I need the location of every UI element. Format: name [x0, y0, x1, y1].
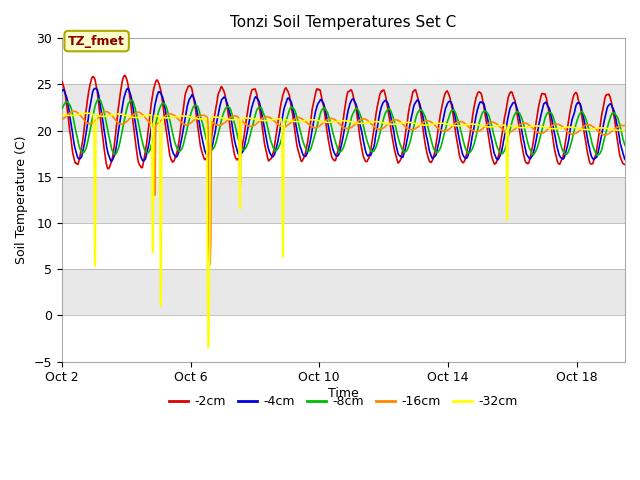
- Bar: [62, 315, 625, 361]
- Title: Tonzi Soil Temperatures Set C: Tonzi Soil Temperatures Set C: [230, 15, 456, 30]
- Bar: [62, 177, 625, 223]
- Legend: -2cm, -4cm, -8cm, -16cm, -32cm: -2cm, -4cm, -8cm, -16cm, -32cm: [164, 391, 523, 413]
- Y-axis label: Soil Temperature (C): Soil Temperature (C): [15, 135, 28, 264]
- Bar: [62, 84, 625, 131]
- Bar: [62, 131, 625, 177]
- X-axis label: Time: Time: [328, 387, 359, 400]
- Bar: [62, 269, 625, 315]
- Text: TZ_fmet: TZ_fmet: [68, 35, 125, 48]
- Bar: [62, 38, 625, 84]
- Bar: [62, 223, 625, 269]
